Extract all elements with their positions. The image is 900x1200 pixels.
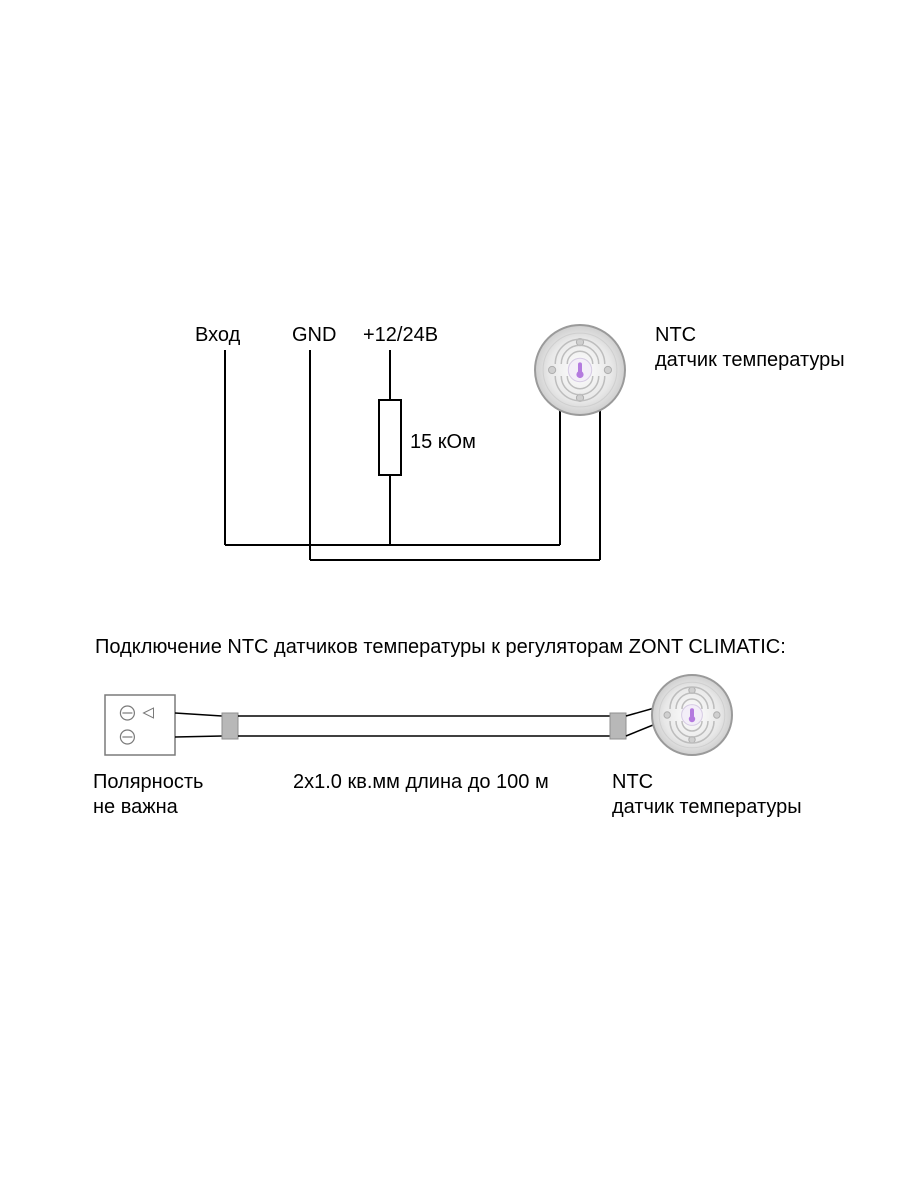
label-input: Вход [195,323,240,348]
label-sensor2-line1: NTC [612,770,653,795]
caption-text: Подключение NTC датчиков температуры к р… [95,635,786,660]
diagram-svg [0,0,900,1200]
label-polarity-1: Полярность [93,770,203,795]
label-sensor2-line2: датчик температуры [612,795,802,820]
label-sensor1-line2: датчик температуры [655,348,845,373]
label-cable: 2x1.0 кв.мм длина до 100 м [293,770,549,795]
label-power: +12/24В [363,323,438,348]
label-gnd: GND [292,323,336,348]
label-resistor: 15 кОм [410,430,476,455]
label-polarity-2: не важна [93,795,178,820]
label-sensor1-line1: NTC [655,323,696,348]
diagram-stage: Вход GND +12/24В 15 кОм NTC датчик темпе… [0,0,900,1200]
